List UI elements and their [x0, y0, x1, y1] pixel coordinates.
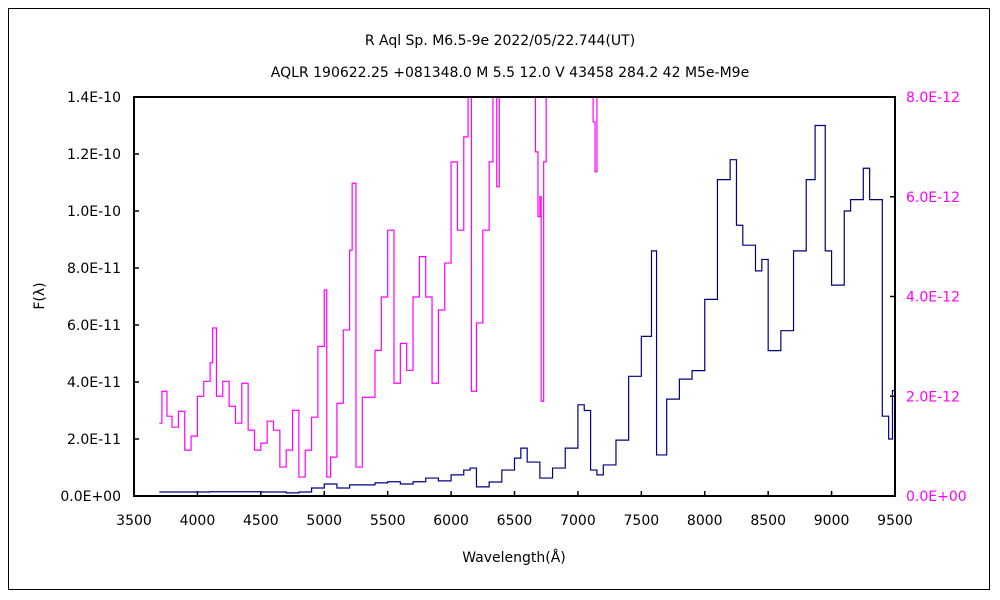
x-tick-label: 7500: [624, 513, 660, 529]
x-tick-label: 5000: [306, 513, 342, 529]
y-tick-label: 6.0E-11: [67, 318, 121, 334]
chart-title-line2: AQLR 190622.25 +081348.0 M 5.5 12.0 V 43…: [271, 65, 749, 81]
x-axis-label: Wavelength(Å): [462, 549, 566, 566]
plot-area: [133, 96, 896, 497]
x-tick-label: 7000: [560, 513, 596, 529]
x-tick-label: 9000: [814, 513, 850, 529]
y2-tick-label: 2.0E-12: [906, 389, 960, 405]
x-tick-label: 9500: [877, 513, 913, 529]
y2-tick-label: 8.0E-12: [906, 90, 960, 106]
series-left-axis: [159, 124, 895, 494]
y-tick-label: 2.0E-11: [67, 432, 121, 448]
x-tick-label: 8500: [750, 513, 786, 529]
x-tick-label: 4500: [243, 513, 279, 529]
y-axis-label: F(λ): [32, 282, 48, 309]
x-tick-label: 4000: [180, 513, 216, 529]
y2-tick-label: 6.0E-12: [906, 190, 960, 206]
chart-frame: [8, 8, 990, 590]
x-tick-label: 6000: [433, 513, 469, 529]
y-tick-label: 1.4E-10: [67, 90, 121, 106]
series-line: [159, 124, 895, 494]
x-tick-label: 5500: [370, 513, 406, 529]
series-right-axis: [159, 97, 598, 478]
y-tick-label: 1.0E-10: [67, 204, 121, 220]
chart-title-line1: R Aql Sp. M6.5-9e 2022/05/22.744(UT): [365, 33, 635, 49]
y2-tick-label: 0.0E+00: [906, 489, 967, 505]
series-line: [159, 97, 598, 478]
y-tick-label: 4.0E-11: [67, 375, 121, 391]
y2-tick-label: 4.0E-12: [906, 290, 960, 306]
x-tick-label: 8000: [687, 513, 723, 529]
y-tick-label: 0.0E+00: [60, 489, 121, 505]
y-tick-label: 1.2E-10: [67, 147, 121, 163]
y-tick-label: 8.0E-11: [67, 261, 121, 277]
x-tick-label: 6500: [497, 513, 533, 529]
x-tick-label: 3500: [116, 513, 152, 529]
